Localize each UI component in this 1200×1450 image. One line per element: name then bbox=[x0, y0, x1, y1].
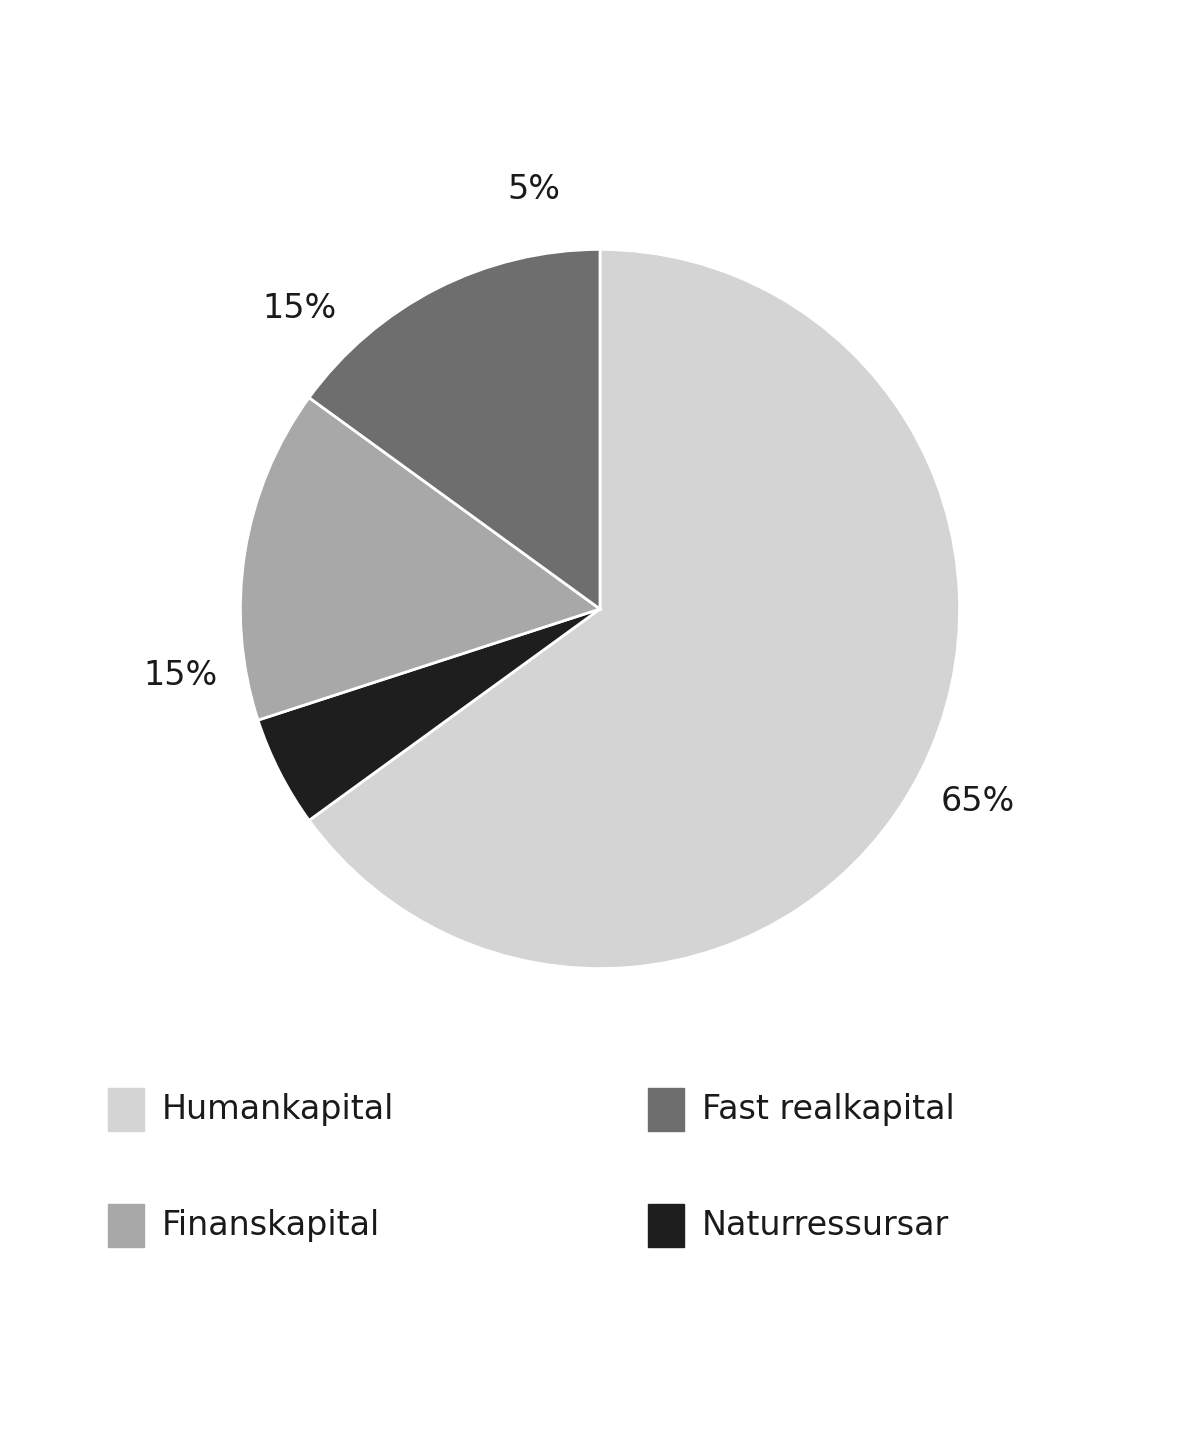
Text: Naturressursar: Naturressursar bbox=[702, 1209, 949, 1241]
Text: Fast realkapital: Fast realkapital bbox=[702, 1093, 955, 1125]
Text: 15%: 15% bbox=[144, 658, 218, 692]
Text: 15%: 15% bbox=[263, 293, 337, 325]
Text: 65%: 65% bbox=[941, 784, 1015, 818]
Wedge shape bbox=[310, 249, 960, 969]
Wedge shape bbox=[258, 609, 600, 821]
Wedge shape bbox=[310, 249, 600, 609]
Text: Finanskapital: Finanskapital bbox=[162, 1209, 380, 1241]
Wedge shape bbox=[240, 397, 600, 721]
Text: Humankapital: Humankapital bbox=[162, 1093, 395, 1125]
Text: 5%: 5% bbox=[508, 174, 560, 206]
